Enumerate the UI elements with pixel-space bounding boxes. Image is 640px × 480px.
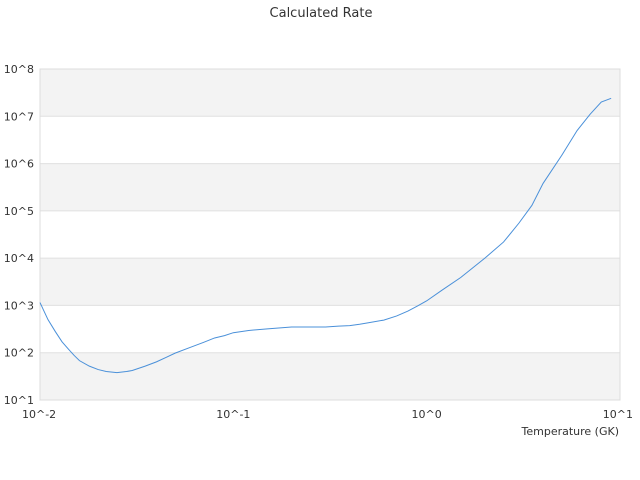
y-tick-label: 10^7 [4, 110, 34, 123]
y-tick-label: 10^4 [4, 252, 34, 265]
y-tick-labels: 10^1 10^2 10^3 10^4 10^5 10^6 10^7 10^8 [4, 63, 34, 407]
y-tick-label: 10^8 [4, 63, 34, 76]
grid-lines [40, 68, 620, 401]
chart-title: Calculated Rate [270, 6, 373, 21]
plot-band [40, 258, 620, 306]
x-tick-label: 10^-1 [216, 408, 250, 421]
y-tick-label: 10^1 [4, 394, 34, 407]
plot-bands [40, 69, 620, 400]
x-tick-label: 10^1 [603, 408, 633, 421]
rate-series-line [39, 97, 612, 374]
plot-band [40, 69, 620, 117]
plot-area-border [39, 68, 621, 401]
x-tick-label: 10^0 [412, 408, 442, 421]
plot-band [40, 352, 620, 400]
y-tick-label: 10^2 [4, 347, 34, 360]
plot-band [40, 163, 620, 211]
y-tick-label: 10^5 [4, 205, 34, 218]
y-tick-label: 10^6 [4, 158, 34, 171]
x-tick-labels: 10^-2 10^-1 10^0 10^1 [22, 408, 633, 421]
x-tick-label: 10^-2 [22, 408, 56, 421]
y-tick-label: 10^3 [4, 299, 34, 312]
x-axis-label: Temperature (GK) [521, 425, 620, 438]
